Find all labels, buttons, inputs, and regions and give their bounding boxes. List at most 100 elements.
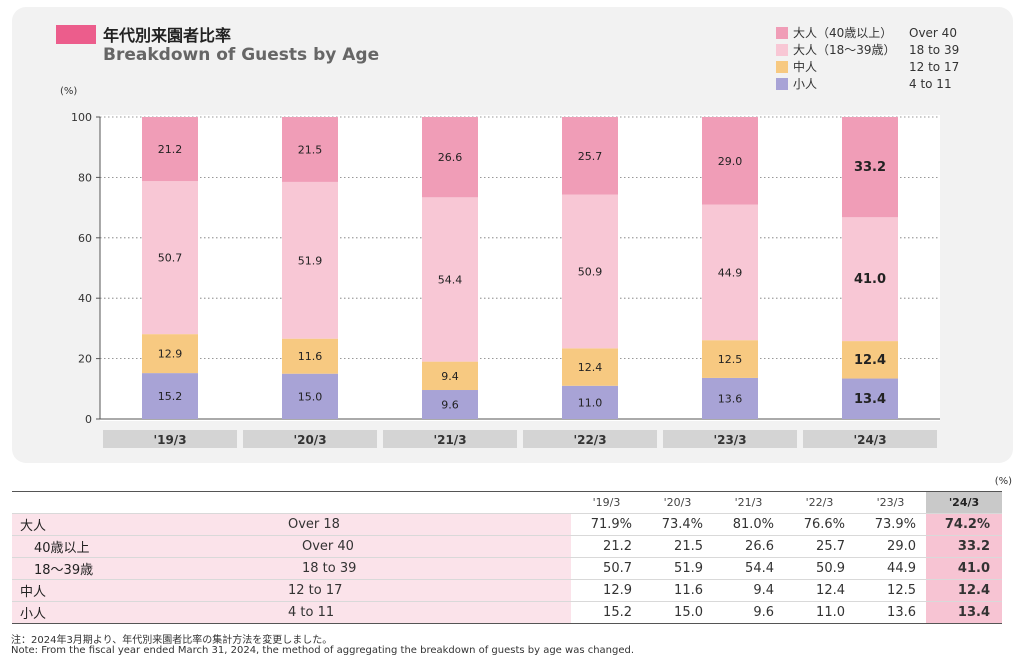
table-cell-latest: 41.0 [926, 557, 1002, 580]
x-tick-label: '23/3 [713, 433, 746, 447]
data-label: 12.4 [854, 353, 886, 368]
data-label: 26.6 [438, 151, 463, 164]
bar-segment [282, 117, 338, 182]
table-row: 40歳以上 Over 40 21.2 21.5 26.6 25.7 29.0 3… [12, 535, 1002, 558]
header-blank [284, 491, 571, 514]
legend-label-en: 18 to 39 [909, 42, 960, 57]
table-cell: 9.4 [713, 579, 784, 602]
table-cell: 12.5 [855, 579, 926, 602]
y-tick-label: 60 [78, 232, 92, 245]
bar-segment [282, 373, 338, 419]
x-tick-label: '22/3 [573, 433, 606, 447]
legend-label-jp: 中人 [793, 60, 818, 74]
y-tick-label: 20 [78, 353, 92, 366]
data-label: 29.0 [718, 155, 743, 168]
row-category: 4 to 11 [284, 601, 571, 624]
data-label: 12.9 [158, 348, 183, 361]
bar-segment [422, 361, 478, 391]
legend-swatch [776, 26, 788, 39]
row-label: 18〜39歳 [12, 557, 284, 580]
column-header: '19/3 [571, 491, 642, 514]
bar-segment [422, 197, 478, 362]
row-label: 小人 [12, 601, 284, 624]
legend-item-12to17: 中人 12 to 17 [776, 58, 959, 75]
data-label: 25.7 [578, 150, 603, 163]
data-label: 33.2 [854, 160, 886, 175]
data-label: 9.6 [441, 399, 459, 412]
data-label: 15.2 [158, 390, 183, 403]
legend-item-18to39: 大人（18〜39歳） 18 to 39 [776, 41, 959, 58]
legend-label-jp: 小人 [793, 77, 818, 91]
table-cell-latest: 74.2% [926, 513, 1002, 536]
row-label: 大人 [12, 513, 284, 536]
table-cell: 25.7 [784, 535, 855, 558]
bar-segment [142, 373, 198, 419]
chart-title-en: Breakdown of Guests by Age [103, 45, 380, 65]
data-label: 51.9 [298, 254, 323, 267]
legend-item-over40: 大人（40歳以上） Over 40 [776, 24, 959, 41]
data-label: 12.4 [578, 361, 603, 374]
y-axis-unit: (%) [60, 86, 78, 97]
table-cell-latest: 12.4 [926, 579, 1002, 602]
table-cell: 76.6% [784, 513, 855, 536]
row-category: Over 40 [284, 535, 571, 558]
table-header-row: '19/3 '20/3 '21/3 '22/3 '23/3 '24/3 [12, 491, 1002, 514]
table-cell: 15.2 [571, 601, 642, 624]
category-box [663, 430, 797, 448]
legend-swatch [776, 77, 788, 90]
table-row: 18〜39歳 18 to 39 50.7 51.9 54.4 50.9 44.9… [12, 557, 1002, 580]
table-cell: 13.6 [855, 601, 926, 624]
data-label: 41.0 [854, 272, 886, 287]
legend-label-en: Over 40 [909, 25, 957, 40]
bar-segment [142, 334, 198, 374]
bar-segment [422, 117, 478, 198]
row-category: Over 18 [284, 513, 571, 536]
y-tick-label: 40 [78, 292, 92, 305]
column-header: '22/3 [784, 491, 855, 514]
note-en: Note: From the fiscal year ended March 3… [11, 645, 635, 656]
header-blank [12, 491, 284, 514]
data-label: 11.0 [578, 396, 603, 409]
data-label: 50.7 [158, 252, 183, 265]
legend-item-4to11: 小人 4 to 11 [776, 75, 959, 92]
category-box [103, 430, 237, 448]
title-swatch [56, 25, 96, 44]
bar-segment [702, 377, 758, 419]
data-label: 13.4 [854, 392, 886, 407]
table-cell: 11.0 [784, 601, 855, 624]
bar-segment [142, 181, 198, 335]
legend-label-jp: 大人（18〜39歳） [793, 43, 896, 57]
bar-segment [282, 338, 338, 374]
legend: 大人（40歳以上） Over 40 大人（18〜39歳） 18 to 39 中人… [776, 24, 959, 92]
bar-segment [422, 390, 478, 419]
table-cell: 21.5 [642, 535, 713, 558]
data-label: 13.6 [718, 392, 743, 405]
x-tick-label: '20/3 [293, 433, 326, 447]
bar-segment [142, 117, 198, 182]
table-cell: 15.0 [642, 601, 713, 624]
table-row: 中人 12 to 17 12.9 11.6 9.4 12.4 12.5 12.4 [12, 579, 1002, 602]
row-category: 12 to 17 [284, 579, 571, 602]
table-cell: 9.6 [713, 601, 784, 624]
table-cell: 44.9 [855, 557, 926, 580]
table-cell: 12.9 [571, 579, 642, 602]
bar-segment [702, 340, 758, 378]
data-label: 9.4 [441, 370, 459, 383]
bar-segment [562, 385, 618, 419]
data-label: 44.9 [718, 266, 743, 279]
y-tick-label: 80 [78, 171, 92, 184]
y-tick-label: 100 [71, 111, 92, 124]
legend-swatch [776, 43, 788, 56]
table-cell-latest: 33.2 [926, 535, 1002, 558]
x-tick-label: '21/3 [433, 433, 466, 447]
chart-title-jp: 年代別来園者比率 [103, 26, 232, 45]
table-cell: 50.9 [784, 557, 855, 580]
bar-segment [562, 117, 618, 195]
legend-label-en: 12 to 17 [909, 59, 960, 74]
data-label: 11.6 [298, 350, 323, 363]
legend-swatch [776, 60, 788, 73]
category-box [523, 430, 657, 448]
bar-segment [842, 378, 898, 419]
table-cell: 29.0 [855, 535, 926, 558]
category-box [383, 430, 517, 448]
